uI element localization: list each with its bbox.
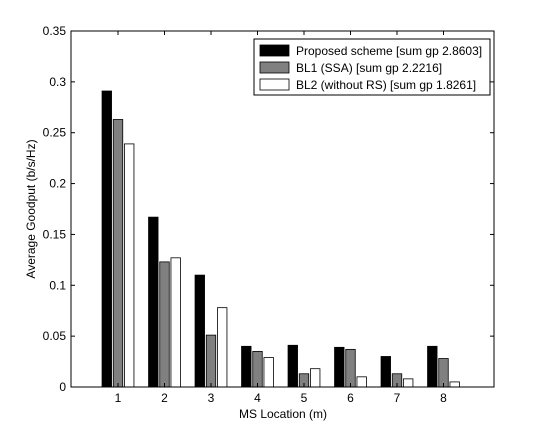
x-tick-label: 3: [208, 391, 215, 405]
y-tick-label: 0.05: [43, 329, 67, 343]
bar-series-2-cat-4: [252, 350, 263, 388]
bar-series-3-cat-3: [217, 307, 228, 388]
bar-series-1-cat-2: [148, 216, 159, 388]
bar-series-2-cat-8: [438, 358, 449, 388]
x-tick-label: 5: [301, 391, 308, 405]
x-tick-label: 2: [161, 391, 168, 405]
y-tick-label: 0.35: [43, 24, 67, 38]
y-tick-label: 0: [59, 380, 66, 394]
legend-swatch-series-1: [259, 44, 290, 57]
bar-series-2-cat-3: [205, 334, 217, 388]
y-axis-label: Average Goodput (b/s/Hz): [24, 139, 38, 278]
axes-frame: [70, 30, 495, 388]
bar-series-1-cat-5: [287, 344, 298, 388]
bar-series-3-cat-7: [403, 378, 414, 388]
bar-series-1-cat-7: [380, 356, 391, 388]
y-tick-label: 0.25: [43, 126, 67, 140]
bar-series-3-cat-6: [356, 376, 367, 388]
legend-swatch-series-2: [259, 61, 290, 74]
x-tick-label: 1: [115, 391, 122, 405]
y-tick-label: 0.15: [43, 227, 67, 241]
legend-swatch-series-3: [259, 78, 290, 91]
bar-series-3-cat-5: [310, 368, 321, 388]
bar-series-2-cat-2: [159, 261, 170, 388]
bar-series-1-cat-8: [427, 345, 438, 388]
bar-series-3-cat-2: [170, 257, 181, 388]
bar-series-3-cat-1: [124, 143, 135, 388]
x-tick-label: 8: [440, 391, 447, 405]
legend-label-series-2: BL1 (SSA) [sum gp 2.2216]: [296, 61, 442, 75]
legend: Proposed scheme [sum gp 2.8603] BL1 (SSA)…: [253, 38, 491, 96]
x-tick-label: 7: [394, 391, 401, 405]
legend-box: [253, 38, 491, 96]
legend-label-series-1: Proposed scheme [sum gp 2.8603]: [296, 44, 482, 58]
bar-series-3-cat-4: [263, 357, 274, 388]
x-tick-label: 6: [347, 391, 354, 405]
x-axis-label: MS Location (m): [239, 407, 327, 421]
y-tick-label: 0.2: [49, 177, 66, 191]
bar-series-2-cat-6: [345, 348, 356, 388]
axes-group: 0 0.05 0.1 0.15 0.2 0.25 0.3 0.35 1 2 3 4 5 6 7 8: [43, 24, 495, 405]
bar-series-1-cat-1: [101, 90, 112, 388]
bar-series-1-cat-4: [241, 345, 252, 388]
legend-label-series-3: BL2 (without RS) [sum gp 1.8261]: [296, 78, 476, 92]
y-tick-label: 0.3: [49, 75, 66, 89]
x-tick-label: 4: [254, 391, 261, 405]
y-tick-label: 0.1: [49, 278, 66, 292]
bar-series-1-cat-6: [334, 346, 345, 388]
bar-series-1-cat-3: [194, 274, 205, 388]
bar-series-2-cat-1: [112, 119, 124, 388]
bar-series-3-cat-8: [449, 381, 460, 388]
